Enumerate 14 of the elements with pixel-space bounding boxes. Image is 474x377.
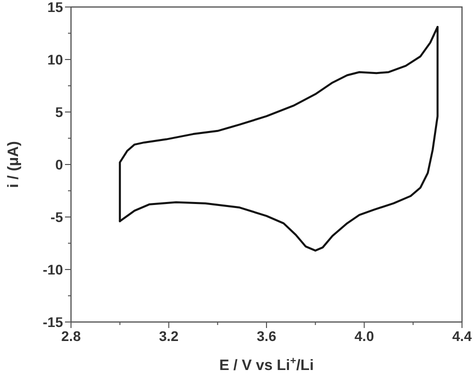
- y-axis-title: i / (μA): [5, 141, 22, 188]
- y-tick-label: -5: [50, 209, 64, 225]
- y-tick-label: 0: [55, 156, 64, 172]
- y-tick-label: -10: [42, 262, 64, 278]
- x-tick-label: 4.0: [354, 328, 374, 344]
- x-tick-label: 4.4: [452, 328, 472, 344]
- y-tick-label: 10: [47, 52, 64, 68]
- y-tick-label: -15: [42, 314, 64, 330]
- x-tick-label: 3.2: [159, 328, 179, 344]
- y-tick-label: 15: [47, 0, 64, 15]
- x-tick-label: 2.8: [61, 328, 81, 344]
- x-axis-title: E / V vs Li$^{+}$/Li: [219, 355, 314, 374]
- x-tick-label: 3.6: [256, 328, 276, 344]
- y-tick-label: 5: [55, 104, 64, 120]
